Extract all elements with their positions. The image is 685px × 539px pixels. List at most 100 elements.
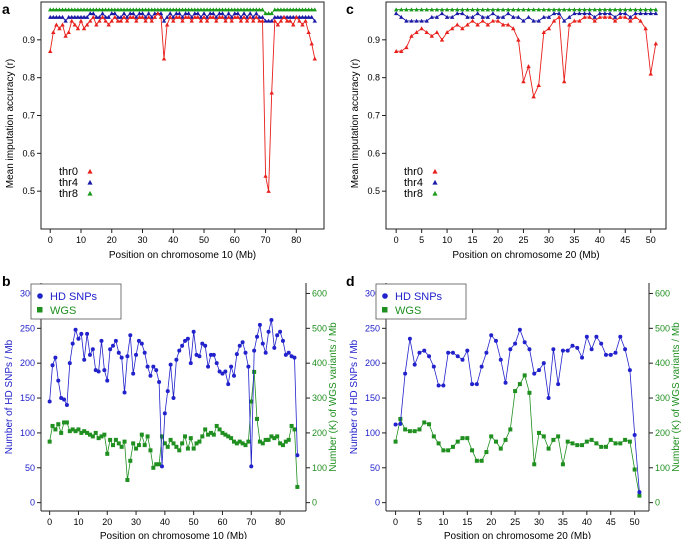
data-point-hd-snps [546,396,551,401]
data-point-thr8 [393,7,399,12]
data-point-thr8 [470,7,475,12]
data-point-thr8 [541,7,547,12]
data-point-hd-snps [159,464,164,469]
data-point-thr0 [269,90,274,95]
y-right-tick-label: 100 [655,463,670,473]
data-point-hd-snps [50,363,55,368]
data-point-hd-snps [498,357,503,362]
data-point-thr4 [211,11,216,16]
data-point-thr0 [546,26,552,31]
data-point-thr8 [612,7,618,12]
data-point-thr4 [57,14,62,19]
data-point-thr0 [251,18,256,23]
data-point-thr8 [207,7,213,12]
data-point-thr4 [84,14,90,19]
data-point-thr8 [180,7,185,12]
data-point-hd-snps [188,361,193,366]
data-point-wgs [145,434,150,439]
data-point-hd-snps [56,378,61,383]
data-point-thr0 [78,18,84,23]
data-point-wgs [503,437,508,442]
data-point-hd-snps [618,334,623,339]
data-point-thr8 [235,7,241,12]
data-point-wgs [295,484,300,489]
data-point-thr8 [124,7,130,12]
data-point-thr4 [556,11,562,16]
legend-box [375,283,467,320]
data-point-wgs [508,427,513,432]
data-point-thr8 [500,7,506,12]
data-point-hd-snps [286,350,291,355]
data-point-thr8 [106,7,111,12]
data-point-thr8 [272,7,277,12]
data-point-wgs [208,430,213,435]
data-point-thr0 [201,14,207,19]
data-point-thr0 [128,14,133,19]
panel-label-b: b [2,273,11,289]
data-point-thr0 [189,18,194,23]
data-point-thr4 [460,11,465,16]
data-point-wgs [260,441,265,446]
data-point-thr8 [263,11,268,16]
data-point-hd-snps [398,421,403,426]
data-point-hd-snps [589,347,594,352]
data-point-hd-snps [403,371,408,376]
data-point-thr8 [201,7,207,12]
x-tick-label: 40 [595,235,605,245]
data-point-wgs [565,439,570,444]
data-point-thr4 [247,11,253,16]
x-tick-label: 40 [160,517,170,527]
data-point-thr0 [623,14,628,19]
data-point-thr0 [121,14,127,19]
data-point-thr0 [100,14,105,19]
data-point-thr4 [653,11,659,16]
data-point-hd-snps [200,341,205,346]
legend-marker-wgs [382,307,388,313]
data-point-thr0 [131,14,136,19]
data-point-hd-snps [603,352,608,357]
data-point-wgs [618,441,623,446]
data-point-wgs [446,448,451,453]
data-point-thr0 [526,64,531,69]
y-left-tick-label: 200 [365,358,380,368]
y-left-tick-label: 0 [375,498,380,508]
data-point-thr8 [229,7,234,12]
legend-label-wgs: WGS [395,305,421,317]
data-point-thr0 [254,14,259,19]
data-point-wgs [96,436,101,441]
data-point-thr0 [485,22,491,27]
x-tick-label: 10 [442,235,452,245]
data-point-thr8 [281,7,287,12]
data-point-hd-snps [243,350,248,355]
y-left-tick-label: 250 [365,323,380,333]
data-point-thr0 [97,18,102,23]
panel-label-a: a [2,1,10,17]
x-tick-label: 10 [76,235,86,245]
data-point-thr4 [633,11,638,16]
data-point-wgs [62,420,67,425]
data-point-thr4 [628,14,633,19]
data-point-wgs [226,434,231,439]
y-right-tick-label: 0 [655,498,660,508]
data-point-thr8 [84,7,90,12]
data-point-thr0 [536,83,541,87]
data-point-thr4 [204,14,210,19]
data-point-thr8 [143,7,148,12]
data-point-hd-snps [431,364,436,369]
data-point-thr4 [51,14,56,19]
data-point-wgs [151,465,156,470]
data-point-hd-snps [203,343,208,348]
legend-marker-hd-snps [37,293,43,299]
data-point-wgs [489,434,494,439]
data-point-wgs [159,434,164,439]
x-tick-label: 20 [486,517,496,527]
legend-box [30,283,122,320]
data-point-thr8 [495,7,501,12]
data-point-thr0 [444,30,450,35]
data-point-wgs [87,432,92,437]
data-point-wgs [272,436,277,441]
data-point-thr8 [516,7,521,12]
y-right-axis-title: Number (K) of WGS variants / Mb [671,322,682,472]
y-right-axis-title: Number (K) of WGS variants / Mb [328,322,339,472]
data-point-thr8 [490,7,496,12]
